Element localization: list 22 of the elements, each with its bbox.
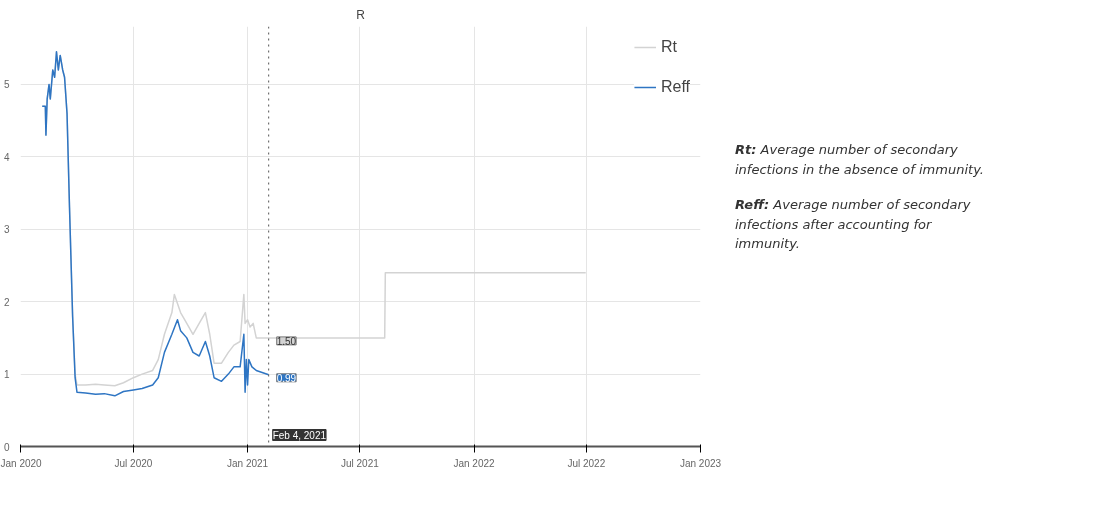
x-tick-label: Jan 2021 [227,457,269,469]
x-tick-label: Jan 2023 [679,457,722,469]
x-tick-label: Jul 2022 [567,457,606,469]
chart-title: R [356,7,366,22]
y-tick-label: 4 [3,151,10,163]
x-tick-label: Jul 2020 [114,457,153,469]
text: Rt: Average number of secondary infections in the absence of immunity. [735,142,984,177]
annotation: 1.50 [276,335,297,347]
y-tick-label: 2 [3,296,10,308]
text: Reff: Average number of secondary infections after accounting for immunity. [735,197,971,251]
x-tick-label: Jul 2021 [340,457,380,469]
legend-label: Rt [660,38,678,56]
y-tick-label: 0 [3,441,10,453]
line-series [41,51,270,397]
annotation: 0.99 [276,372,297,384]
y-tick-label: 1 [3,369,10,381]
legend-label: Reff [660,78,690,96]
ref-line-label: Feb 4, 2021 [272,429,327,441]
x-tick-label: Jan 2022 [453,457,496,469]
y-tick-label: 3 [3,224,10,236]
y-tick-label: 5 [3,79,10,91]
x-tick-label: Jan 2020 [0,457,43,469]
